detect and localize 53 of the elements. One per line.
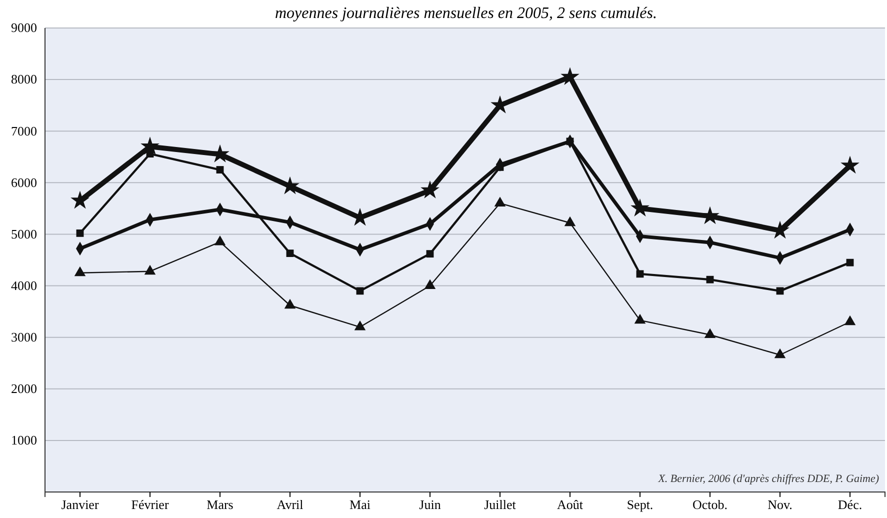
y-tick-label: 3000 — [11, 329, 37, 344]
y-tick-label: 1000 — [11, 432, 37, 448]
y-tick-label: 8000 — [11, 72, 37, 87]
x-tick-label: Déc. — [838, 497, 862, 512]
annotation: X. Bernier, 2006 (d'après chiffres DDE, P. Gaime) — [657, 473, 880, 485]
x-tick-label: Mai — [350, 497, 371, 512]
point — [426, 250, 434, 258]
x-tick-label: Février — [131, 497, 170, 512]
point — [560, 67, 580, 85]
point — [146, 150, 154, 158]
x-tick-label: Sept. — [626, 497, 654, 512]
point — [420, 180, 440, 198]
point — [564, 216, 576, 226]
point — [74, 266, 86, 276]
point — [144, 264, 156, 275]
point — [70, 190, 90, 209]
x-tick-label: Janvier — [61, 497, 100, 512]
x-tick-label: Avril — [276, 497, 304, 512]
y-tick-label: 4000 — [11, 278, 37, 293]
point — [566, 138, 574, 146]
y-tick-label: 6000 — [11, 174, 37, 190]
y-tick-label: 9000 — [11, 20, 37, 36]
y-tick-label: 5000 — [11, 226, 37, 242]
point — [286, 250, 294, 258]
point — [774, 348, 786, 358]
point — [840, 156, 860, 174]
x-tick-label: Nov. — [768, 497, 792, 512]
point — [214, 235, 226, 246]
point — [494, 196, 506, 207]
y-tick-label: 2000 — [11, 381, 37, 396]
point — [636, 270, 644, 278]
point — [216, 166, 224, 174]
x-tick-label: Octob. — [692, 497, 728, 512]
point — [844, 315, 856, 326]
point — [284, 298, 296, 309]
x-tick-label: Juin — [419, 497, 442, 512]
point — [846, 258, 854, 266]
point — [210, 144, 230, 162]
point — [634, 314, 646, 324]
point — [354, 320, 366, 330]
point — [496, 163, 504, 171]
point — [704, 328, 716, 338]
x-tick-label: Mars — [206, 497, 234, 512]
x-tick-label: Juillet — [484, 497, 516, 512]
point — [776, 287, 784, 295]
point — [630, 198, 650, 216]
point — [356, 287, 364, 295]
chart-title: moyennes journalières mensuelles en 2005, 2 sens cumulés. — [275, 5, 657, 22]
point — [424, 279, 436, 290]
y-tick-label: 7000 — [11, 123, 37, 138]
point — [706, 276, 714, 284]
point — [76, 229, 84, 237]
x-tick-label: Août — [557, 497, 584, 512]
